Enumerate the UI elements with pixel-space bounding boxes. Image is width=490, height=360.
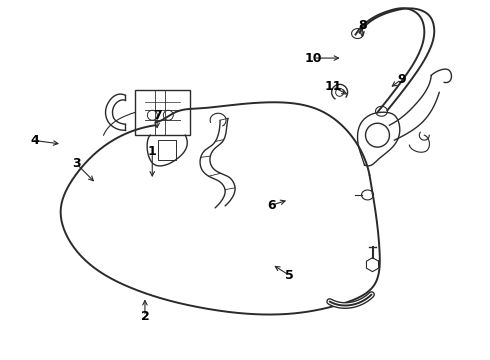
Text: 4: 4: [31, 134, 40, 147]
Text: 7: 7: [153, 109, 162, 122]
Text: 10: 10: [305, 51, 322, 64]
Text: 5: 5: [285, 269, 294, 282]
Text: 9: 9: [397, 73, 406, 86]
Text: 11: 11: [324, 80, 342, 93]
Text: 8: 8: [358, 19, 367, 32]
Text: 3: 3: [73, 157, 81, 170]
Text: 2: 2: [141, 310, 149, 323]
Text: 6: 6: [268, 199, 276, 212]
Bar: [135, 90, 190, 135]
Text: 1: 1: [148, 145, 157, 158]
Bar: [158, 140, 176, 160]
